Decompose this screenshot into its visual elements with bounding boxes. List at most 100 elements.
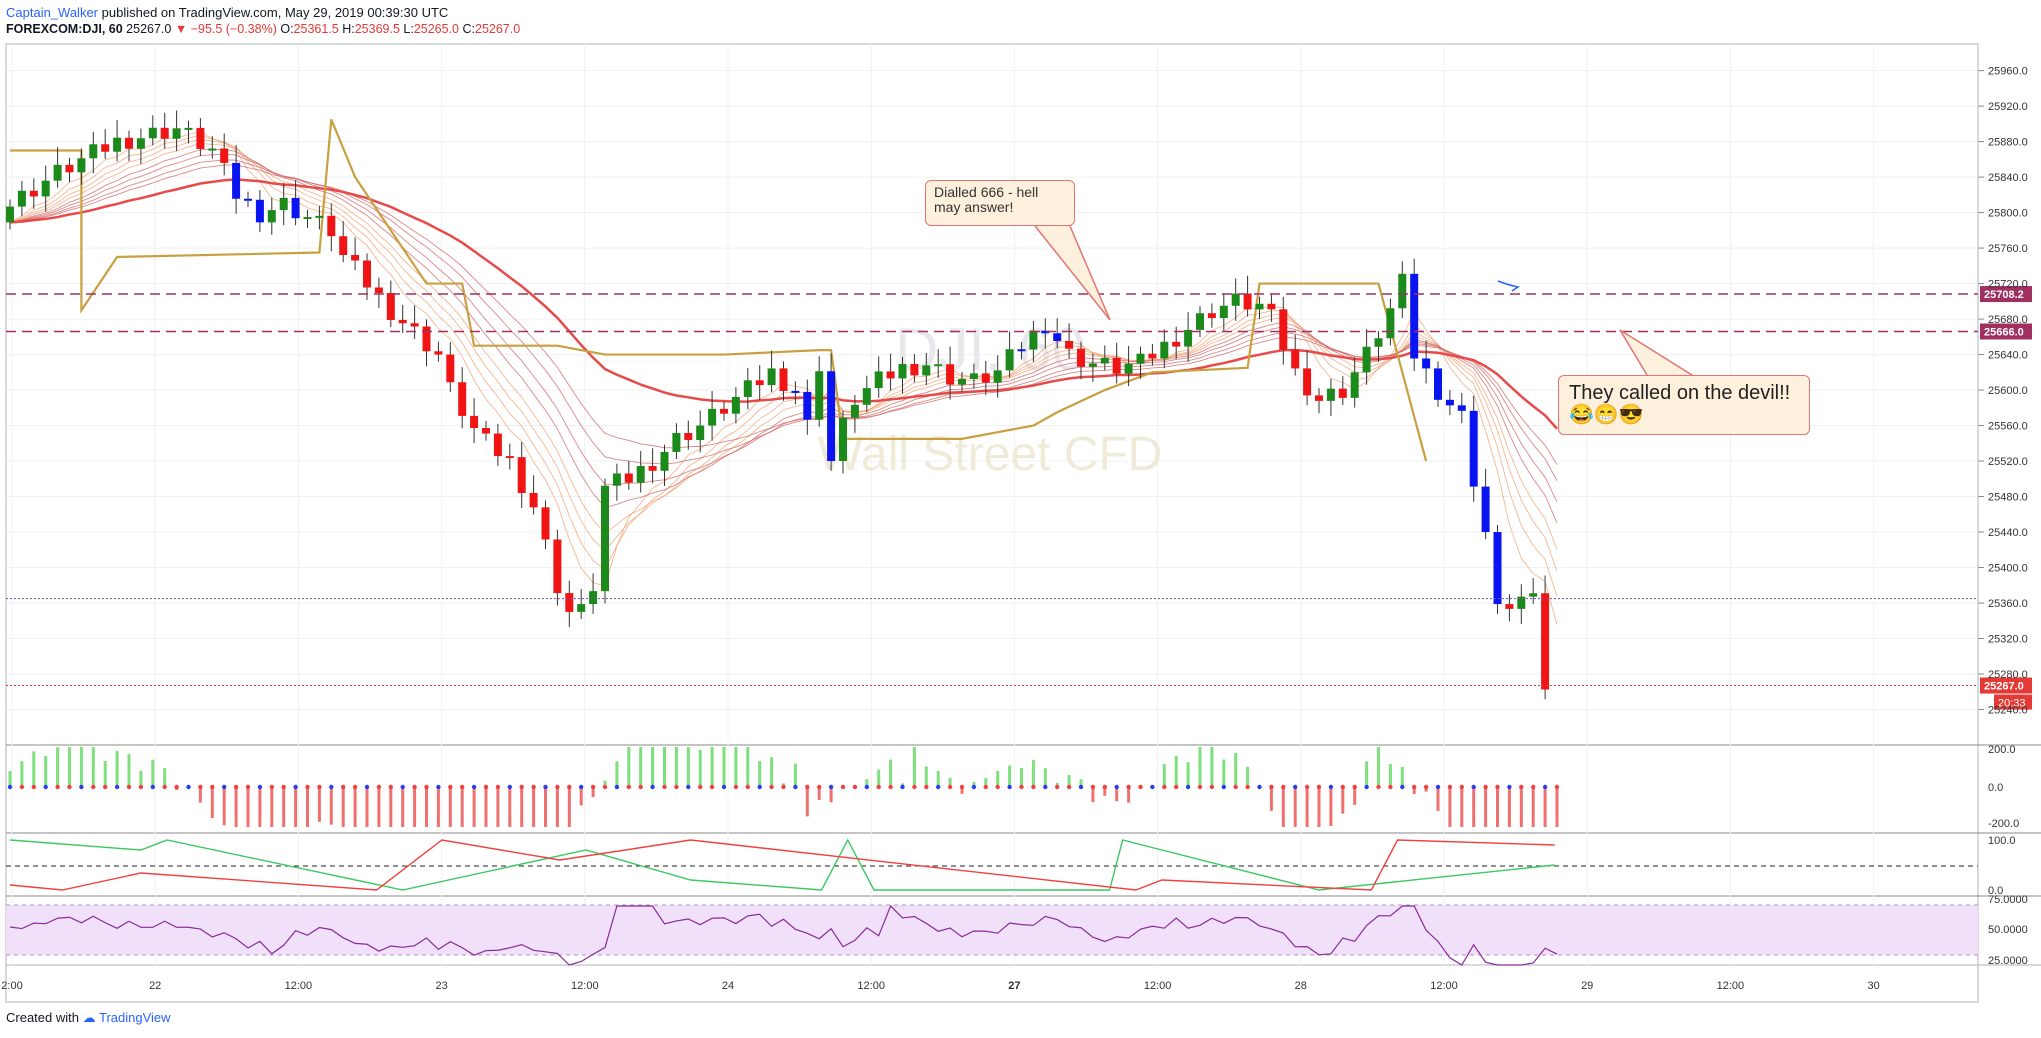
osc-dot — [364, 784, 370, 790]
price-change: ▼ −95.5 (−0.38%) — [174, 22, 277, 36]
osc-bar — [1507, 787, 1511, 827]
high-value: 25369.5 — [354, 22, 400, 36]
osc-dot — [1197, 784, 1203, 790]
osc-dot — [1459, 784, 1465, 790]
published-text: published on TradingView.com, May 29, 20… — [101, 5, 449, 20]
osc-dot — [495, 784, 501, 790]
osc-bar — [341, 787, 345, 827]
osc-bar — [639, 747, 643, 787]
candle-body — [886, 371, 895, 379]
callout-dialled-666[interactable]: Dialled 666 - hell may answer! — [925, 180, 1075, 226]
candle-body — [1434, 368, 1442, 400]
candle-body — [708, 408, 717, 426]
candle-body — [1017, 349, 1026, 352]
callout1-pointer — [1034, 225, 1111, 321]
candle-body — [1398, 273, 1407, 309]
osc-dot — [126, 784, 132, 790]
time-tick-label: 22 — [149, 980, 161, 992]
price-tick-label: 25920.0 — [1988, 101, 2028, 113]
candle-body — [1196, 313, 1204, 330]
time-tick-label: 28 — [1295, 980, 1307, 992]
candle-body — [1362, 346, 1371, 373]
tradingview-link[interactable]: TradingView — [99, 1010, 171, 1025]
osc-dot — [614, 784, 620, 790]
osc-dot — [1257, 784, 1262, 790]
stoch-k-line — [9, 838, 1555, 891]
callout-called-devil[interactable]: They called on the devil!! 😂😁😎 — [1558, 375, 1810, 435]
tradingview-logo-icon: ☁ — [82, 1010, 96, 1025]
author-link[interactable]: Captain_Walker — [6, 5, 99, 20]
ema-line — [9, 138, 1558, 572]
osc-dot — [1138, 784, 1143, 790]
candle-body — [1184, 329, 1193, 347]
osc-dot — [1055, 784, 1060, 790]
osc-bar — [1020, 767, 1023, 787]
osc-bar — [20, 761, 24, 787]
osc-dot — [769, 784, 774, 790]
osc-dot — [555, 784, 560, 790]
osc-dot — [352, 784, 358, 790]
osc-bar — [805, 787, 809, 817]
candle-body — [125, 137, 133, 149]
osc-bar — [1353, 787, 1357, 805]
candle-body — [1386, 308, 1395, 339]
osc-bar — [1472, 787, 1476, 827]
candle-body — [529, 492, 538, 508]
osc-dot — [460, 784, 465, 790]
osc-dot — [210, 784, 215, 790]
candle-body — [1077, 348, 1085, 367]
osc-bar — [936, 770, 940, 787]
candle-body — [660, 451, 669, 471]
candle-body — [541, 507, 550, 540]
low-label: L: — [403, 22, 414, 36]
osc-bar — [1436, 787, 1440, 811]
osc-dot — [1554, 784, 1560, 790]
osc-bar — [663, 747, 666, 787]
candle-body — [946, 364, 955, 385]
osc-bar — [151, 759, 155, 787]
price-tick-label: 25960.0 — [1988, 66, 2028, 78]
osc-bar — [1365, 761, 1369, 787]
osc-bar — [603, 780, 607, 787]
candle-body — [113, 137, 122, 152]
candle-body — [1231, 293, 1240, 306]
osc-dot — [745, 784, 750, 790]
osc-bar — [996, 770, 1000, 787]
osc-dot — [1376, 784, 1381, 790]
candle-body — [1315, 395, 1323, 401]
rsi-tick-label: 25.0000 — [1988, 955, 2028, 967]
osc-dot — [971, 784, 977, 790]
time-tick-label: 12:00 — [1717, 980, 1745, 992]
osc-dot — [1007, 784, 1012, 790]
osc-bar — [1531, 787, 1535, 827]
symbol-name: FOREXCOM:DJI, 60 — [6, 22, 123, 36]
osc-dot — [1031, 784, 1036, 790]
candle-body — [386, 292, 395, 320]
osc-bar — [496, 787, 500, 827]
osc-dot — [1174, 784, 1179, 790]
time-tick-label: 27 — [1008, 980, 1020, 992]
osc-bar — [1460, 787, 1464, 827]
osc-bar — [127, 754, 131, 787]
created-with: Created with — [6, 1010, 79, 1025]
symbol-info: FOREXCOM:DJI, 60 25267.0 ▼ −95.5 (−0.38%… — [6, 22, 520, 36]
candle-body — [1267, 303, 1276, 310]
candle-body — [1005, 349, 1014, 371]
candle-body — [255, 199, 264, 223]
osc-dot — [293, 784, 298, 790]
candle-body — [839, 417, 847, 462]
time-axis: 2:00 22 12:00 23 12:00 24 12:00 27 12:00 28 12:00 2… — [1, 980, 1879, 992]
stepped-line — [10, 119, 1428, 462]
high-label: H: — [342, 22, 355, 36]
osc-dot — [1364, 784, 1369, 790]
osc-bar — [1424, 787, 1428, 792]
osc-dot — [602, 784, 608, 790]
candle-body — [1112, 357, 1121, 374]
candle-body — [1303, 368, 1312, 396]
osc-bar — [425, 787, 428, 827]
candle-body — [458, 382, 467, 416]
time-tick-label: 12:00 — [857, 980, 885, 992]
horizontal-levels[interactable]: 25708.2 25666.0 25267.0 20:33 — [6, 286, 2032, 710]
candle-body — [1505, 604, 1514, 609]
